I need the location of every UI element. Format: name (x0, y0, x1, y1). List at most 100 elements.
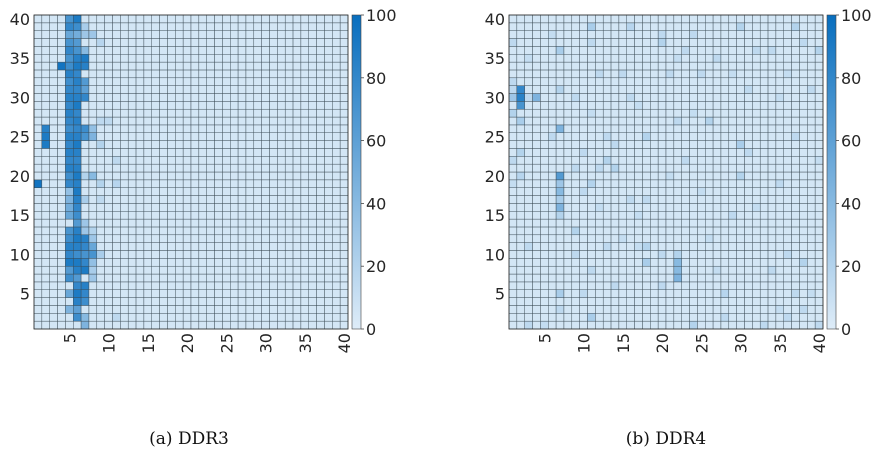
heatmap-cell (237, 61, 247, 71)
heatmap-cell (198, 156, 207, 165)
heatmap-cell (96, 38, 105, 47)
heatmap-cell (151, 258, 160, 267)
heatmap-cell (324, 250, 333, 259)
heatmap-cell (783, 61, 792, 71)
heatmap-cell (595, 69, 604, 79)
heatmap-cell (540, 85, 549, 94)
heatmap-cell (143, 85, 152, 94)
heatmap-cell (175, 289, 184, 298)
heatmap-cell (791, 195, 800, 204)
heatmap-cell (96, 187, 105, 196)
heatmap-cell (49, 234, 58, 243)
heatmap-cell (610, 69, 620, 79)
x-tick-label: 5 (60, 333, 79, 343)
heatmap-cell (540, 22, 549, 31)
heatmap-cell (548, 22, 557, 31)
heatmap-cell (41, 195, 50, 204)
heatmap-cell (96, 30, 105, 39)
heatmap-cell (222, 211, 231, 220)
heatmap-cell (665, 14, 675, 24)
heatmap-cell (214, 179, 223, 188)
heatmap-cell (159, 46, 168, 55)
heatmap-cell (222, 250, 231, 259)
heatmap-cell (540, 226, 549, 236)
heatmap-cell (339, 211, 349, 220)
heatmap-cell (214, 211, 223, 220)
heatmap-cell (214, 38, 223, 47)
heatmap-cell (308, 313, 317, 322)
heatmap-cell (705, 187, 714, 196)
heatmap-cell (587, 61, 596, 71)
heatmap-cell (610, 77, 620, 86)
heatmap-cell (261, 179, 270, 188)
heatmap-cell (571, 77, 580, 86)
heatmap-cell (190, 156, 200, 165)
heatmap-cell (73, 85, 82, 94)
heatmap-cell (681, 234, 690, 243)
heatmap-cell (650, 101, 659, 110)
heatmap-cell (143, 242, 152, 251)
heatmap-cell (269, 171, 278, 181)
heatmap-cell (167, 61, 176, 71)
heatmap-cell (261, 234, 270, 243)
heatmap-cell (681, 313, 690, 322)
heatmap-cell (300, 22, 309, 31)
heatmap-cell (237, 234, 247, 243)
heatmap-cell (151, 313, 160, 322)
heatmap-cell (705, 242, 714, 251)
heatmap-cell (245, 273, 255, 283)
heatmap-cell (736, 226, 745, 236)
heatmap-cell (524, 38, 533, 47)
heatmap-cell (167, 258, 176, 267)
heatmap-cell (650, 187, 659, 196)
heatmap-cell (222, 46, 231, 55)
heatmap-cell (151, 116, 160, 126)
heatmap-cell (587, 258, 596, 267)
heatmap-cell (80, 195, 90, 204)
heatmap-cell (198, 320, 207, 330)
heatmap-cell (532, 313, 541, 322)
heatmap-cell (548, 211, 557, 220)
heatmap-cell (230, 242, 239, 251)
heatmap-cell (245, 281, 255, 290)
heatmap-cell (167, 156, 176, 165)
heatmap-cell (799, 61, 808, 71)
heatmap-cell (300, 14, 309, 24)
heatmap-cell (540, 179, 549, 188)
heatmap-cell (579, 61, 588, 71)
heatmap-cell (112, 69, 121, 79)
heatmap-cell (595, 140, 604, 149)
heatmap-cell (775, 281, 784, 290)
heatmap-cell (532, 297, 541, 306)
heatmap-cell (767, 93, 777, 102)
heatmap-cell (49, 281, 58, 290)
heatmap-cell (104, 297, 113, 306)
heatmap-cell (712, 297, 722, 306)
heatmap-cell (618, 77, 627, 86)
heatmap-cell (182, 61, 192, 71)
heatmap-cell (665, 265, 675, 275)
heatmap-cell (253, 242, 262, 251)
heatmap-cell (587, 218, 596, 228)
heatmap-cell (697, 187, 706, 196)
heatmap-cell (292, 132, 302, 141)
heatmap-cell (508, 289, 518, 298)
heatmap-cell (634, 61, 643, 71)
heatmap-cell (316, 242, 325, 251)
heatmap-cell (610, 101, 620, 110)
heatmap-cell (245, 46, 255, 55)
heatmap-cells (508, 14, 824, 330)
heatmap-cell (104, 250, 113, 259)
heatmap-cell (151, 218, 160, 228)
heatmap-cell (595, 148, 604, 157)
heatmap-cell (96, 61, 105, 71)
heatmap-cell (720, 30, 730, 39)
heatmap-cell (33, 132, 43, 141)
heatmap-cell (198, 234, 207, 243)
heatmap-cell (814, 226, 824, 236)
heatmap-cell (791, 22, 800, 31)
heatmap-cell (135, 108, 145, 118)
heatmap-cell (332, 273, 341, 283)
heatmap-cell (339, 289, 349, 298)
heatmap-cell (175, 297, 184, 306)
